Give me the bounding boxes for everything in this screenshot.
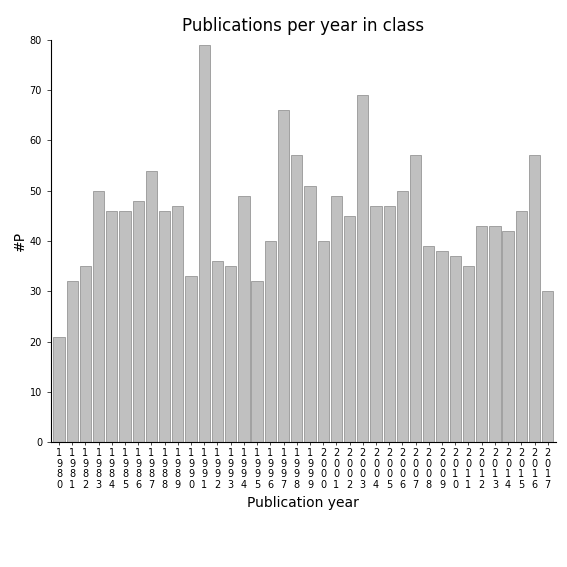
Bar — [225, 266, 236, 442]
Bar — [304, 185, 316, 442]
Bar — [397, 191, 408, 442]
Bar — [80, 266, 91, 442]
Bar — [370, 206, 382, 442]
Bar — [265, 241, 276, 442]
Bar — [450, 256, 461, 442]
Bar — [133, 201, 144, 442]
Bar — [278, 110, 289, 442]
Y-axis label: #P: #P — [13, 231, 27, 251]
Bar — [106, 211, 117, 442]
Title: Publications per year in class: Publications per year in class — [182, 18, 425, 35]
Bar — [384, 206, 395, 442]
Bar — [410, 155, 421, 442]
Bar — [542, 291, 553, 442]
Bar — [66, 281, 78, 442]
Bar — [53, 337, 65, 442]
Bar — [146, 171, 157, 442]
Bar — [172, 206, 184, 442]
Bar — [423, 246, 434, 442]
Bar — [318, 241, 329, 442]
Bar — [489, 226, 501, 442]
Bar — [516, 211, 527, 442]
Bar — [198, 45, 210, 442]
Bar — [463, 266, 474, 442]
Bar — [93, 191, 104, 442]
Bar — [331, 196, 342, 442]
Bar — [437, 251, 448, 442]
Bar — [357, 95, 369, 442]
Bar — [476, 226, 487, 442]
Bar — [120, 211, 130, 442]
Bar — [291, 155, 302, 442]
Bar — [502, 231, 514, 442]
Bar — [252, 281, 263, 442]
Bar — [238, 196, 249, 442]
X-axis label: Publication year: Publication year — [247, 496, 359, 510]
Bar — [344, 216, 355, 442]
Bar — [529, 155, 540, 442]
Bar — [212, 261, 223, 442]
Bar — [159, 211, 170, 442]
Bar — [185, 276, 197, 442]
